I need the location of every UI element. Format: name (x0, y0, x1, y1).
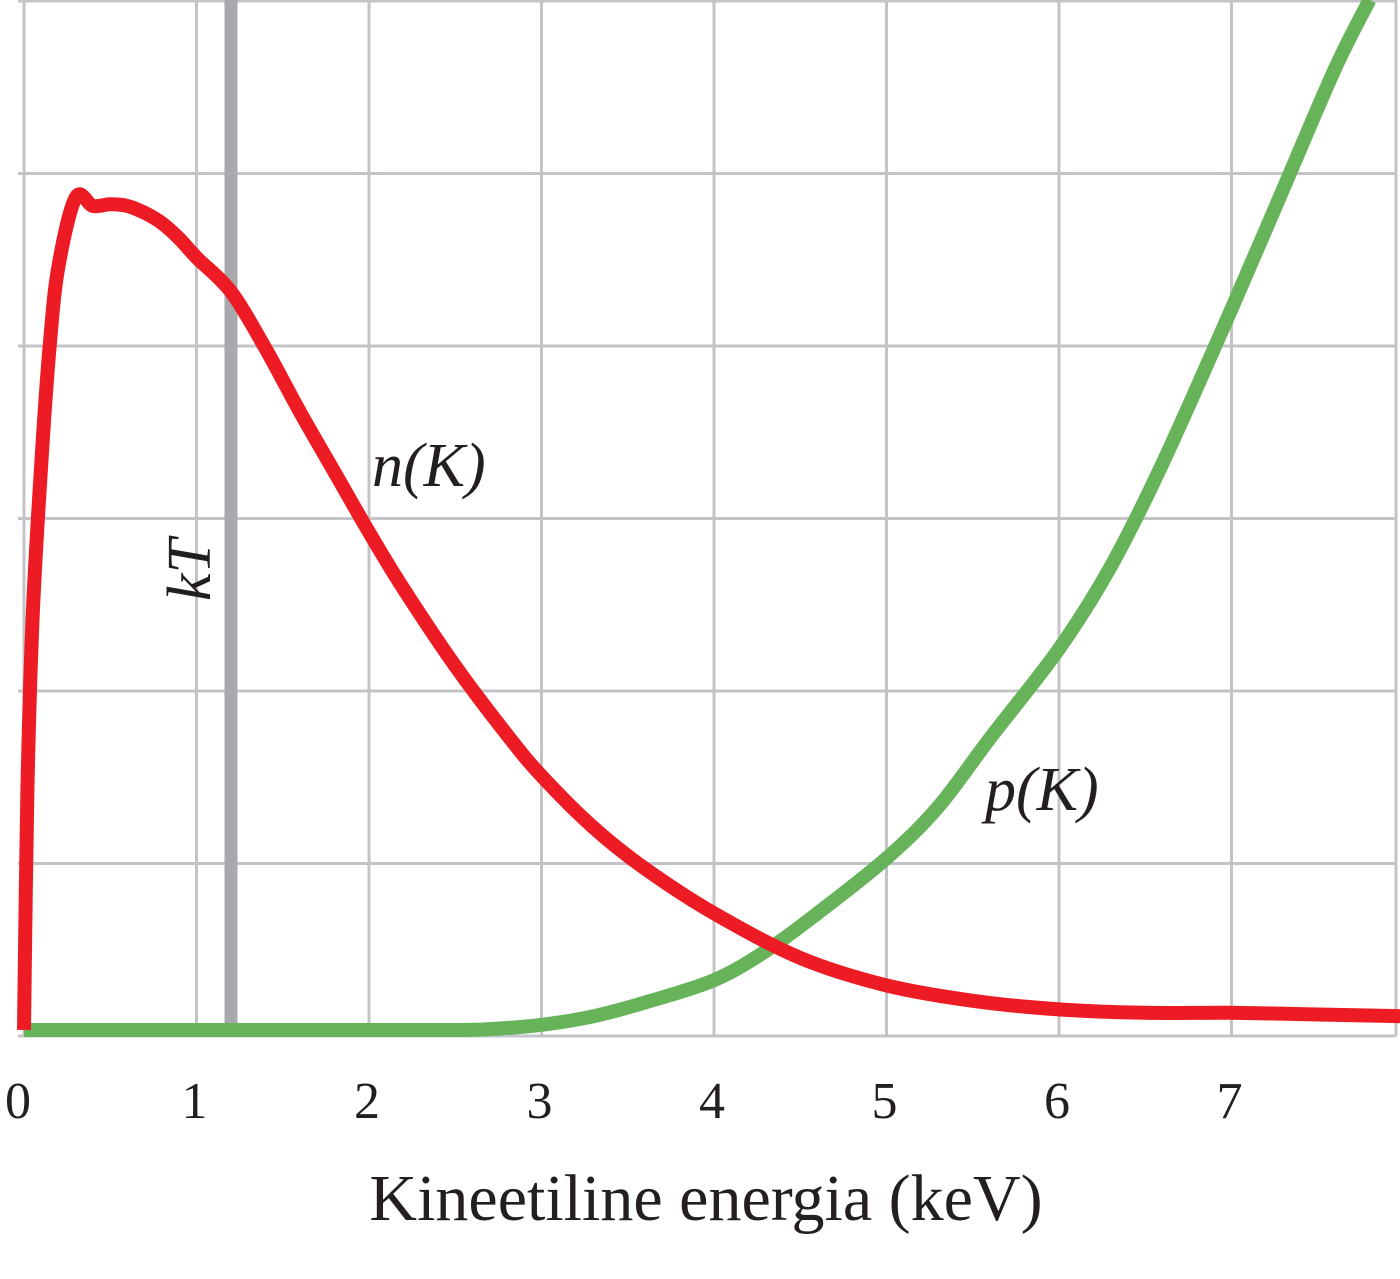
grid (18, 0, 1398, 1038)
n-of-k-label: n(K) (372, 432, 486, 500)
x-tick-label: 0 (5, 1073, 31, 1130)
p-of-k-label: p(K) (981, 756, 1099, 824)
x-tick-label: 4 (699, 1073, 725, 1130)
x-tick-label: 1 (182, 1073, 208, 1130)
p-of-k-label-base: p (981, 756, 1016, 824)
x-tick-label: 3 (527, 1073, 553, 1130)
kt-label: kT (156, 534, 224, 601)
p-of-k-curve (24, 0, 1376, 1038)
x-axis-label: Kineetiline energia (keV) (369, 1162, 1042, 1235)
x-tick-label: 5 (872, 1073, 898, 1130)
x-tick-label: 2 (354, 1073, 380, 1130)
x-tick-label: 6 (1044, 1073, 1070, 1130)
n-of-k-label-arg: (K) (403, 432, 486, 500)
p-of-k-label-arg: (K) (1016, 756, 1099, 824)
series-group (17, 0, 1400, 1038)
n-of-k-curve (17, 187, 1400, 1031)
x-tick-label: 7 (1217, 1073, 1243, 1130)
x-tick-labels: 0 1 2 3 4 5 6 7 (5, 1073, 1243, 1130)
n-of-k-label-base: n (372, 432, 403, 500)
